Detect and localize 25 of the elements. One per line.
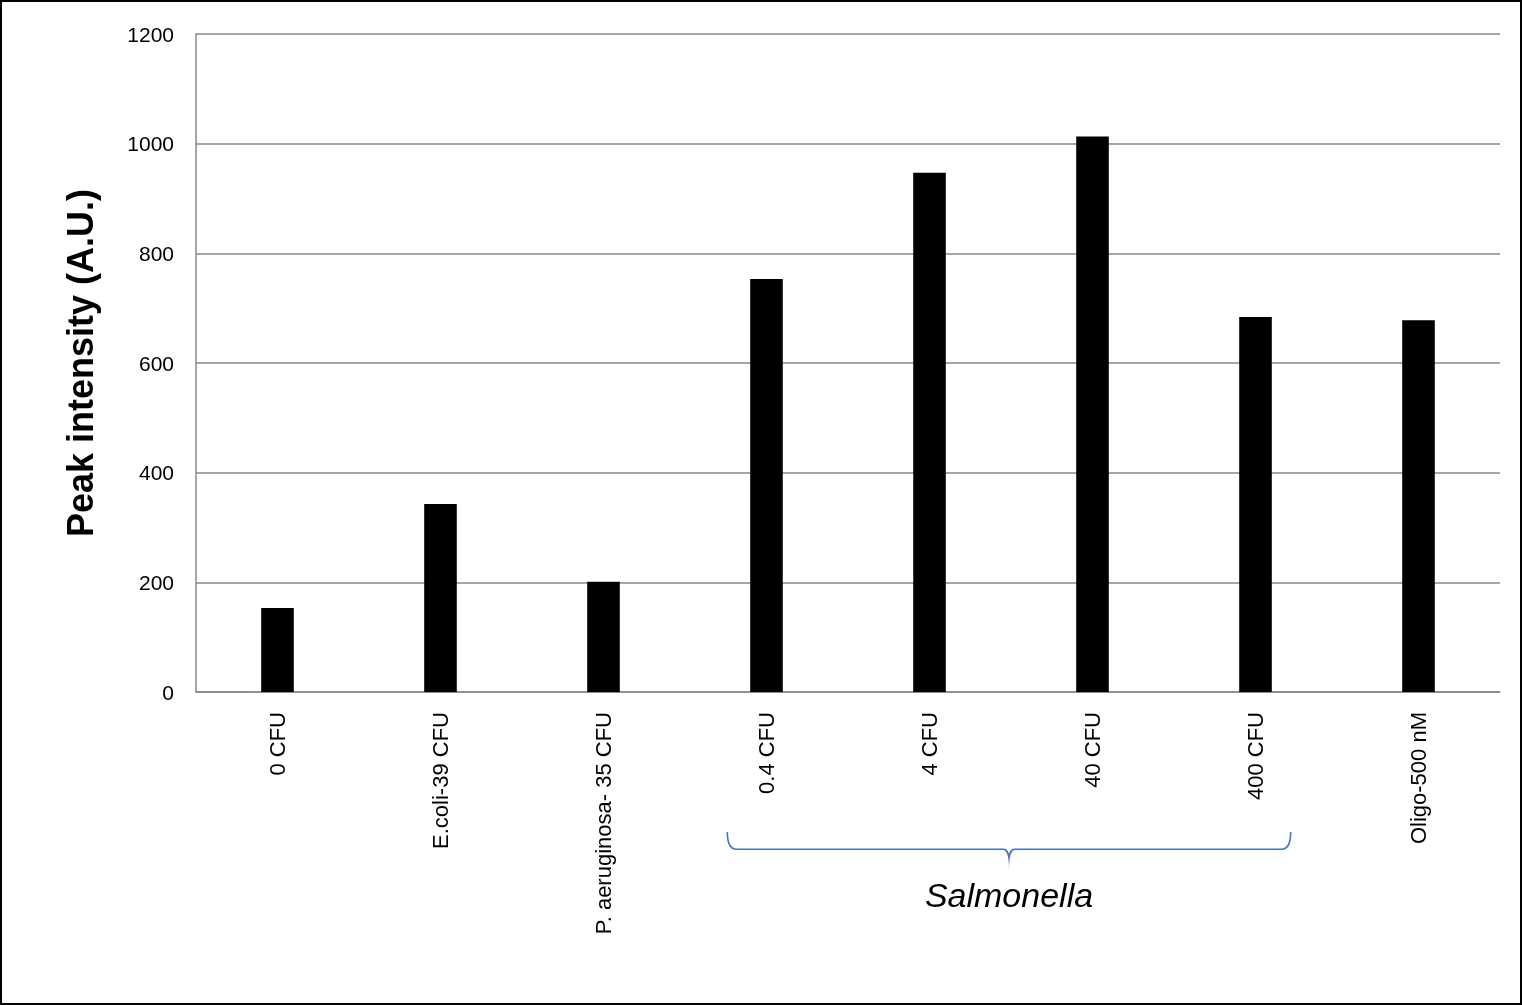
x-tick-label: 400 CFU <box>1243 712 1268 801</box>
x-tick-label: 4 CFU <box>917 712 942 776</box>
y-tick-label: 0 <box>162 680 174 704</box>
bar <box>750 279 783 692</box>
bar <box>1402 320 1435 692</box>
y-tick-label: 400 <box>138 461 174 485</box>
bar <box>1076 136 1109 692</box>
y-tick-label: 1200 <box>127 22 174 46</box>
x-tick-label: 40 CFU <box>1080 712 1105 788</box>
x-tick-label: 0.4 CFU <box>754 712 779 794</box>
x-tick-label: E.coli-39 CFU <box>428 712 453 849</box>
x-tick-label: Oligo-500 nM <box>1406 712 1431 845</box>
y-tick-label: 200 <box>138 570 174 594</box>
y-tick-label: 800 <box>138 241 174 265</box>
y-tick-label: 1000 <box>127 132 174 156</box>
bar <box>424 503 457 692</box>
text: Salmonella <box>924 876 1094 915</box>
y-axis-title: Peak intensity (A.U.) <box>59 188 101 538</box>
x-tick-label: 0 CFU <box>265 712 290 776</box>
bar <box>587 581 620 692</box>
bar <box>913 172 946 692</box>
x-tick-label: P. aeruginosa- 35 CFU <box>591 712 616 935</box>
bar <box>1239 316 1272 692</box>
y-tick-label: 600 <box>138 351 174 375</box>
bar <box>261 608 294 692</box>
